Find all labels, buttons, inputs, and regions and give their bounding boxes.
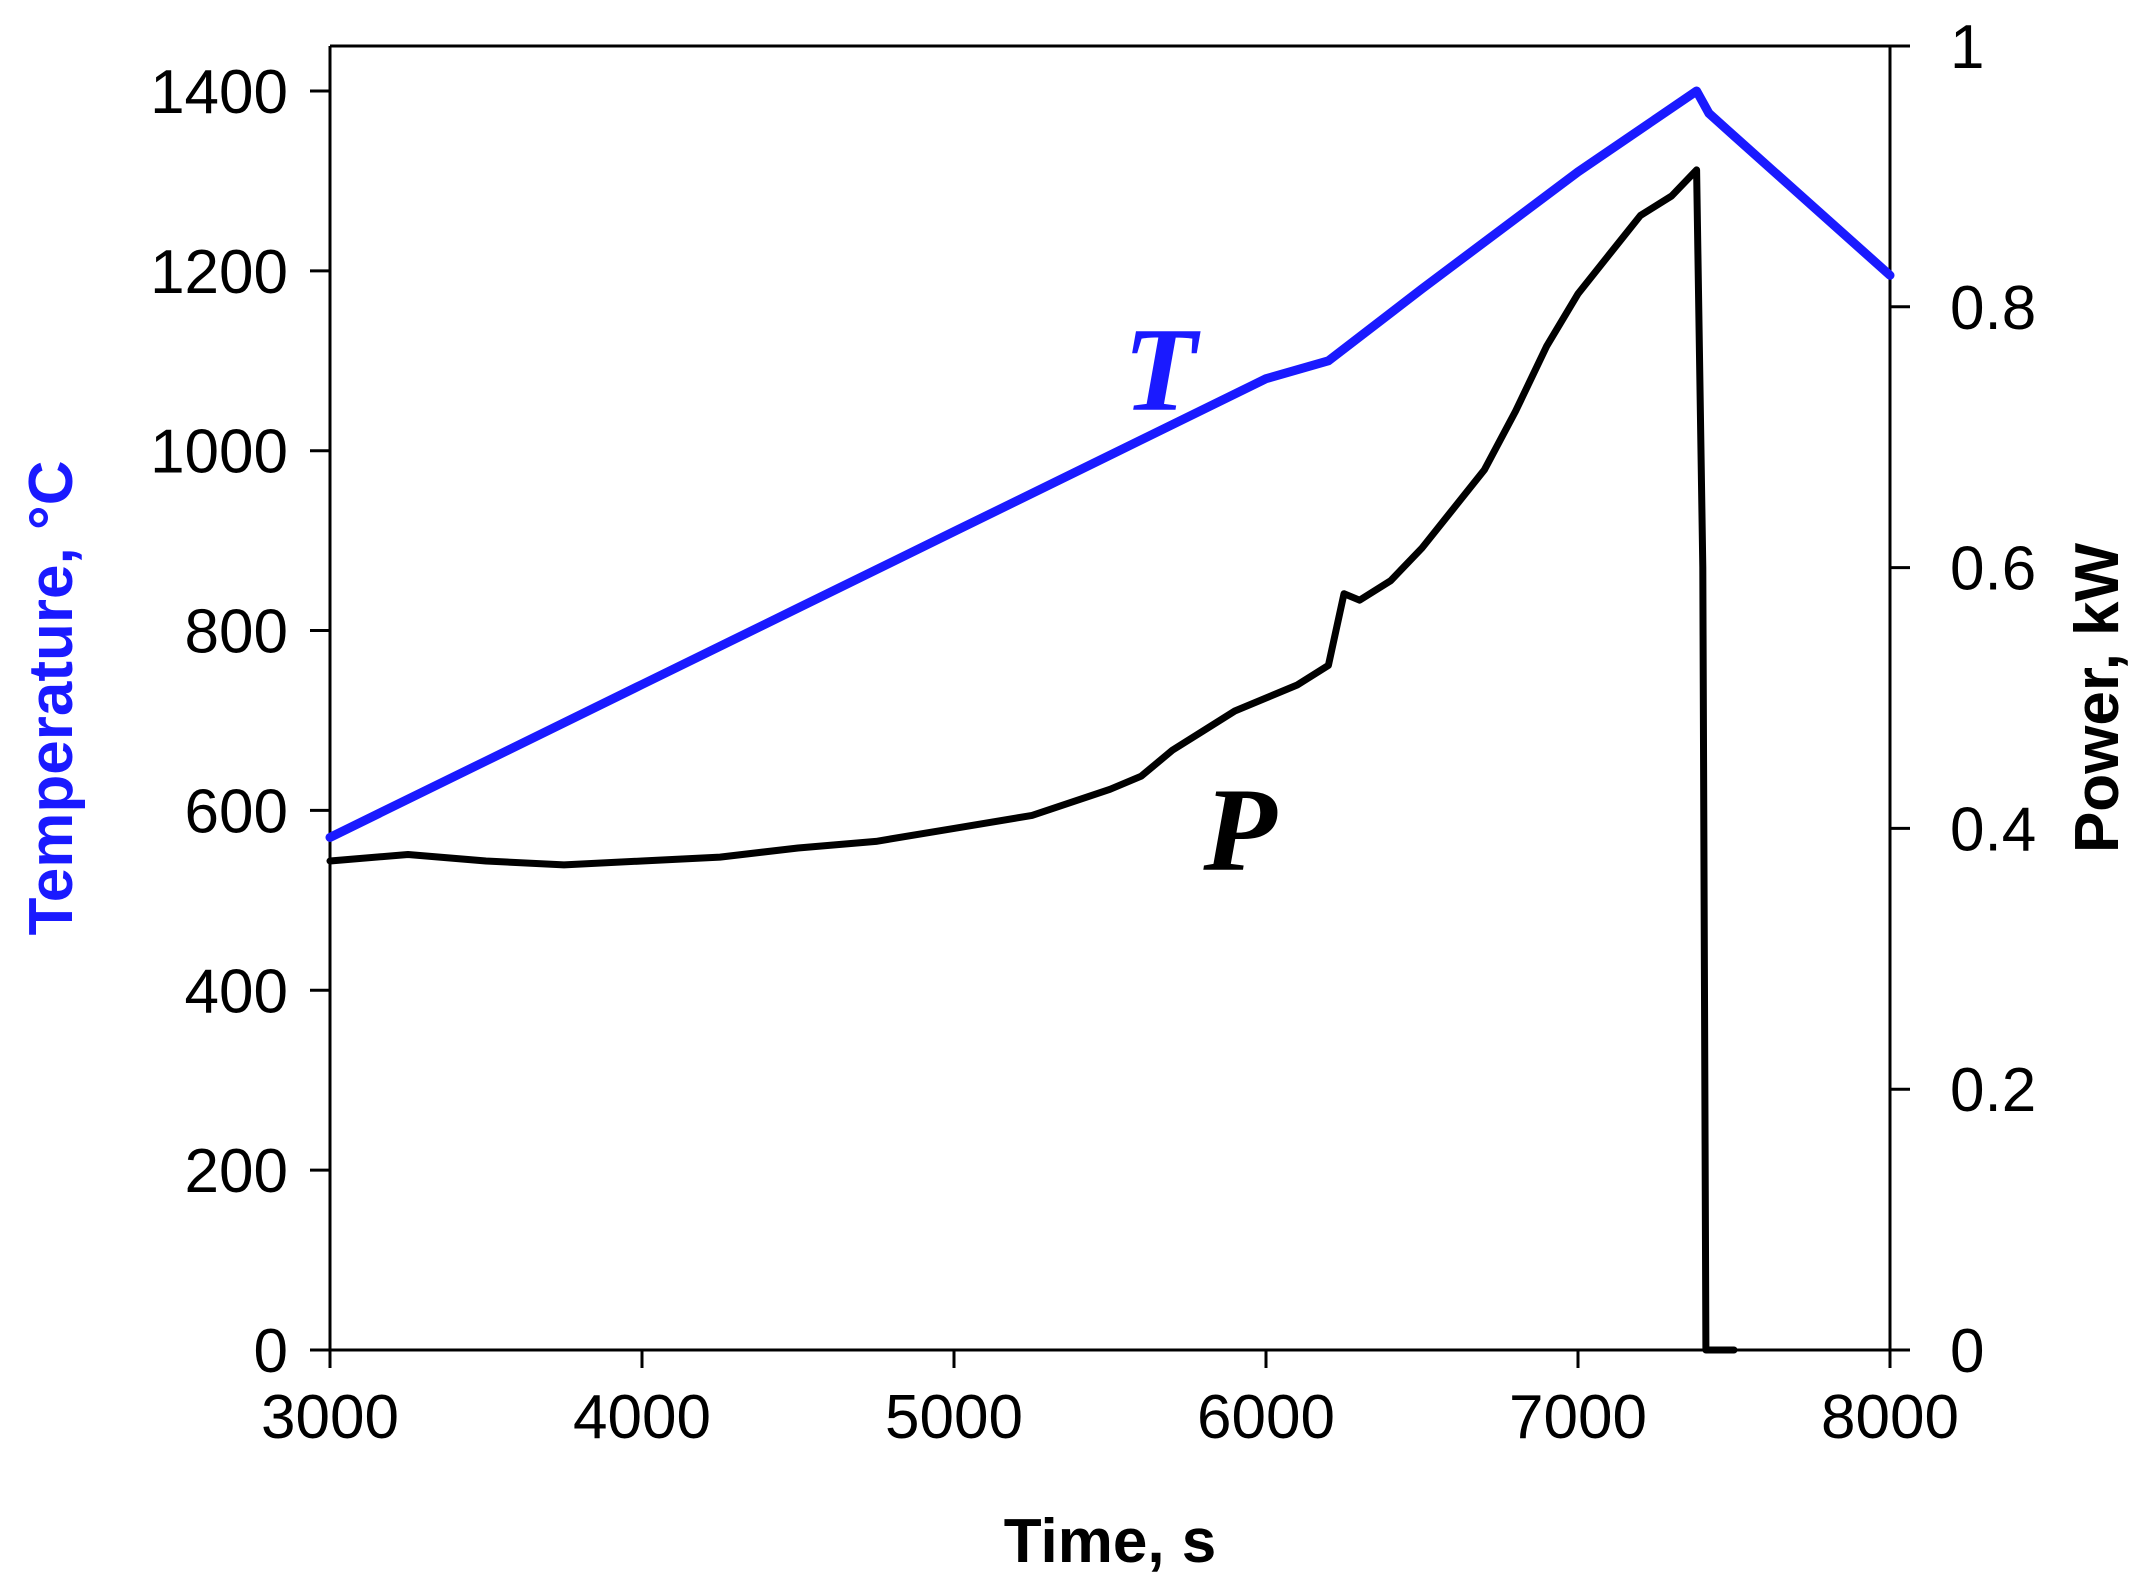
- y-right-axis-title: Power, kW: [2063, 542, 2132, 853]
- y-right-tick-label: 0.2: [1950, 1056, 2036, 1125]
- y-left-tick-label: 1200: [150, 238, 288, 307]
- series-line-p: [326, 166, 1738, 1354]
- y-left-tick-label: 0: [254, 1317, 288, 1386]
- x-axis-title: Time, s: [1004, 1507, 1217, 1576]
- y-right-tick-label: 0.4: [1950, 795, 2036, 864]
- y-left-tick-label: 600: [185, 777, 288, 846]
- x-tick-label: 6000: [1197, 1383, 1335, 1452]
- x-tick-label: 5000: [885, 1383, 1023, 1452]
- y-right-tick-label: 0.8: [1950, 274, 2036, 343]
- series-label-t: T: [1123, 303, 1201, 436]
- plot-frame: [328, 44, 1892, 1352]
- x-tick-label: 4000: [573, 1383, 711, 1452]
- series-label-p: P: [1202, 763, 1278, 896]
- y-left-axis-title: Temperature, °C: [17, 461, 86, 936]
- x-tick-label: 3000: [261, 1383, 399, 1452]
- series-layer: [325, 86, 1895, 1354]
- ticks-layer: 3000 4000 5000 6000 7000 80000200400600800100…: [150, 13, 2036, 1452]
- y-right-tick-label: 1: [1950, 13, 1984, 82]
- x-tick-label: 7000: [1509, 1383, 1647, 1452]
- series-line-t: [325, 86, 1895, 842]
- y-left-tick-label: 1000: [150, 418, 288, 487]
- y-left-tick-label: 800: [185, 598, 288, 667]
- y-left-tick-label: 1400: [150, 58, 288, 127]
- y-right-tick-label: 0: [1950, 1317, 1984, 1386]
- y-right-tick-label: 0.6: [1950, 535, 2036, 604]
- x-tick-label: 8000: [1821, 1383, 1959, 1452]
- y-left-tick-label: 400: [185, 957, 288, 1026]
- labels-layer: T P Time, s Temperature, °C Power, kW: [17, 303, 2132, 1576]
- y-left-tick-label: 200: [185, 1137, 288, 1206]
